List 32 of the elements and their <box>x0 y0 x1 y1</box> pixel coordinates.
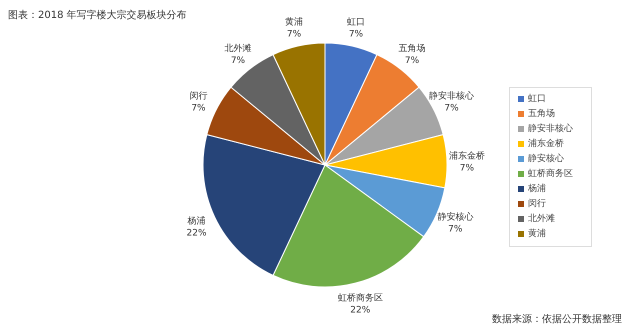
data-label: 7% <box>191 104 206 114</box>
slice-label: 浦东金桥 <box>448 150 485 162</box>
text: 图表：2018 年写字楼大宗交易板块分布 <box>8 8 187 22</box>
legend-label: 静安非核心 <box>528 124 573 134</box>
source-note: 数据来源：依据公开数据整理 <box>492 312 622 326</box>
legend-label: 闵行 <box>528 199 546 209</box>
data-label: 7% <box>448 224 463 234</box>
slice-label: 虹口 <box>346 16 365 28</box>
slice-label: 闵行 <box>189 90 208 102</box>
data-label: 22% <box>350 306 371 316</box>
data-label: 22% <box>186 228 207 238</box>
slice-label: 静安非核心 <box>429 90 474 102</box>
data-label: 7% <box>444 104 460 114</box>
legend-label: 五角场 <box>528 109 555 119</box>
slice-label: 黄浦 <box>285 16 304 28</box>
legend-label: 北外滩 <box>528 214 555 224</box>
legend-label: 虹口 <box>528 94 546 104</box>
slice-label: 虹桥商务区 <box>338 292 383 304</box>
data-label: 7% <box>460 164 475 174</box>
data-label: 7% <box>286 29 302 40</box>
slice-label: 杨浦 <box>186 215 206 226</box>
legend-label: 杨浦 <box>528 184 546 194</box>
data-label: 7% <box>230 56 246 66</box>
slice-label: 静安核心 <box>437 211 474 222</box>
legend-label: 静安核心 <box>528 154 564 164</box>
data-label: 7% <box>348 29 364 40</box>
slice-label: 北外滩 <box>224 42 252 54</box>
slice-label: 五角场 <box>398 42 426 54</box>
legend-label: 黄浦 <box>528 229 546 239</box>
legend-label: 浦东金桥 <box>528 139 564 149</box>
legend-label: 虹桥商务区 <box>528 169 573 179</box>
data-label: 7% <box>404 56 420 66</box>
